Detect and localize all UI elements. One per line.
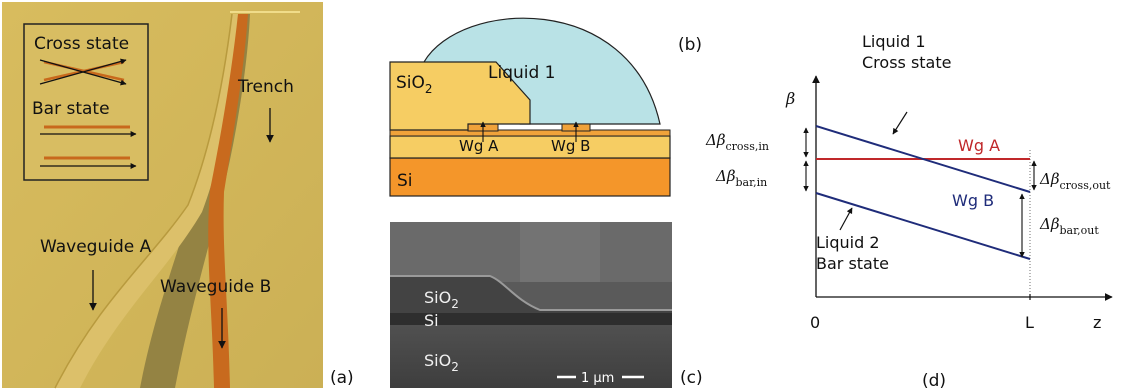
delta-cross-out-base: Δβ: [1039, 170, 1060, 188]
liquid-label: Liquid 1: [488, 63, 556, 83]
x-axis-label: z: [1093, 313, 1101, 332]
waveguide-a-label: Waveguide A: [40, 237, 152, 257]
delta-cross-in-base: Δβ: [705, 131, 726, 149]
liquid1-label-line1: Liquid 1: [862, 32, 926, 51]
sem-sio2-bottom-base: SiO: [424, 351, 451, 370]
wg-a-line-label: Wg A: [958, 136, 1000, 155]
sem-si-label: Si: [424, 311, 439, 330]
x-tick-0: 0: [810, 313, 820, 332]
liquid2-label-line2: Bar state: [816, 254, 889, 273]
delta-bar-in-sub: bar,in: [736, 176, 768, 189]
liquid1-pointer: [893, 112, 907, 134]
core-layer: [390, 130, 670, 136]
panel-c: SiO2 Si SiO2 1 μm (c): [390, 222, 703, 388]
panel-c-label: (c): [680, 368, 703, 388]
wg-a-label: Wg A: [459, 137, 499, 155]
sem-sio2-top-base: SiO: [424, 288, 451, 307]
y-axis-label: β: [785, 89, 795, 108]
delta-cross-in-sub: cross,in: [726, 140, 769, 153]
wg-b-line-label: Wg B: [952, 191, 994, 210]
delta-cross-out-sub: cross,out: [1060, 179, 1112, 192]
trench-label: Trench: [237, 77, 294, 97]
panel-d: β z 0 L (d) Wg A Wg B Liquid 1 Cross sta…: [705, 32, 1112, 391]
delta-cross-out-label: Δβcross,out: [1039, 170, 1111, 192]
liquid2-pointer: [840, 208, 852, 230]
panel-b: Liquid 1 SiO2 Wg A Wg B Si (b): [390, 18, 702, 196]
sio2-label-sub: 2: [425, 82, 433, 96]
panel-b-label: (b): [678, 35, 702, 55]
delta-bar-in-base: Δβ: [715, 167, 736, 185]
lower-sio2: [390, 136, 670, 158]
panel-d-label: (d): [922, 371, 946, 391]
scalebar-label: 1 μm: [581, 371, 614, 386]
panel-a-label: (a): [330, 368, 354, 388]
panel-a: Cross state Bar state Trench Waveguide A…: [2, 2, 354, 388]
si-label: Si: [397, 171, 413, 191]
waveguide-b-label: Waveguide B: [160, 277, 271, 297]
x-tick-L: L: [1025, 313, 1034, 332]
delta-cross-in-label: Δβcross,in: [705, 131, 769, 153]
delta-bar-out-label: Δβbar,out: [1039, 215, 1099, 237]
inset-cross-label: Cross state: [34, 34, 129, 54]
sem-glow: [520, 222, 600, 282]
si-substrate: [390, 158, 670, 196]
delta-bar-in-label: Δβbar,in: [715, 167, 767, 189]
sem-sio2-top-sub: 2: [451, 297, 459, 311]
liquid2-label-line1: Liquid 2: [816, 233, 880, 252]
sem-sio2-bottom-sub: 2: [451, 360, 459, 374]
sio2-label-base: SiO: [396, 73, 425, 93]
delta-bar-out-base: Δβ: [1039, 215, 1060, 233]
liquid1-label-line2: Cross state: [862, 53, 951, 72]
delta-bar-out-sub: bar,out: [1060, 224, 1100, 237]
wg-b-label: Wg B: [551, 137, 590, 155]
inset-bar-label: Bar state: [32, 99, 110, 119]
